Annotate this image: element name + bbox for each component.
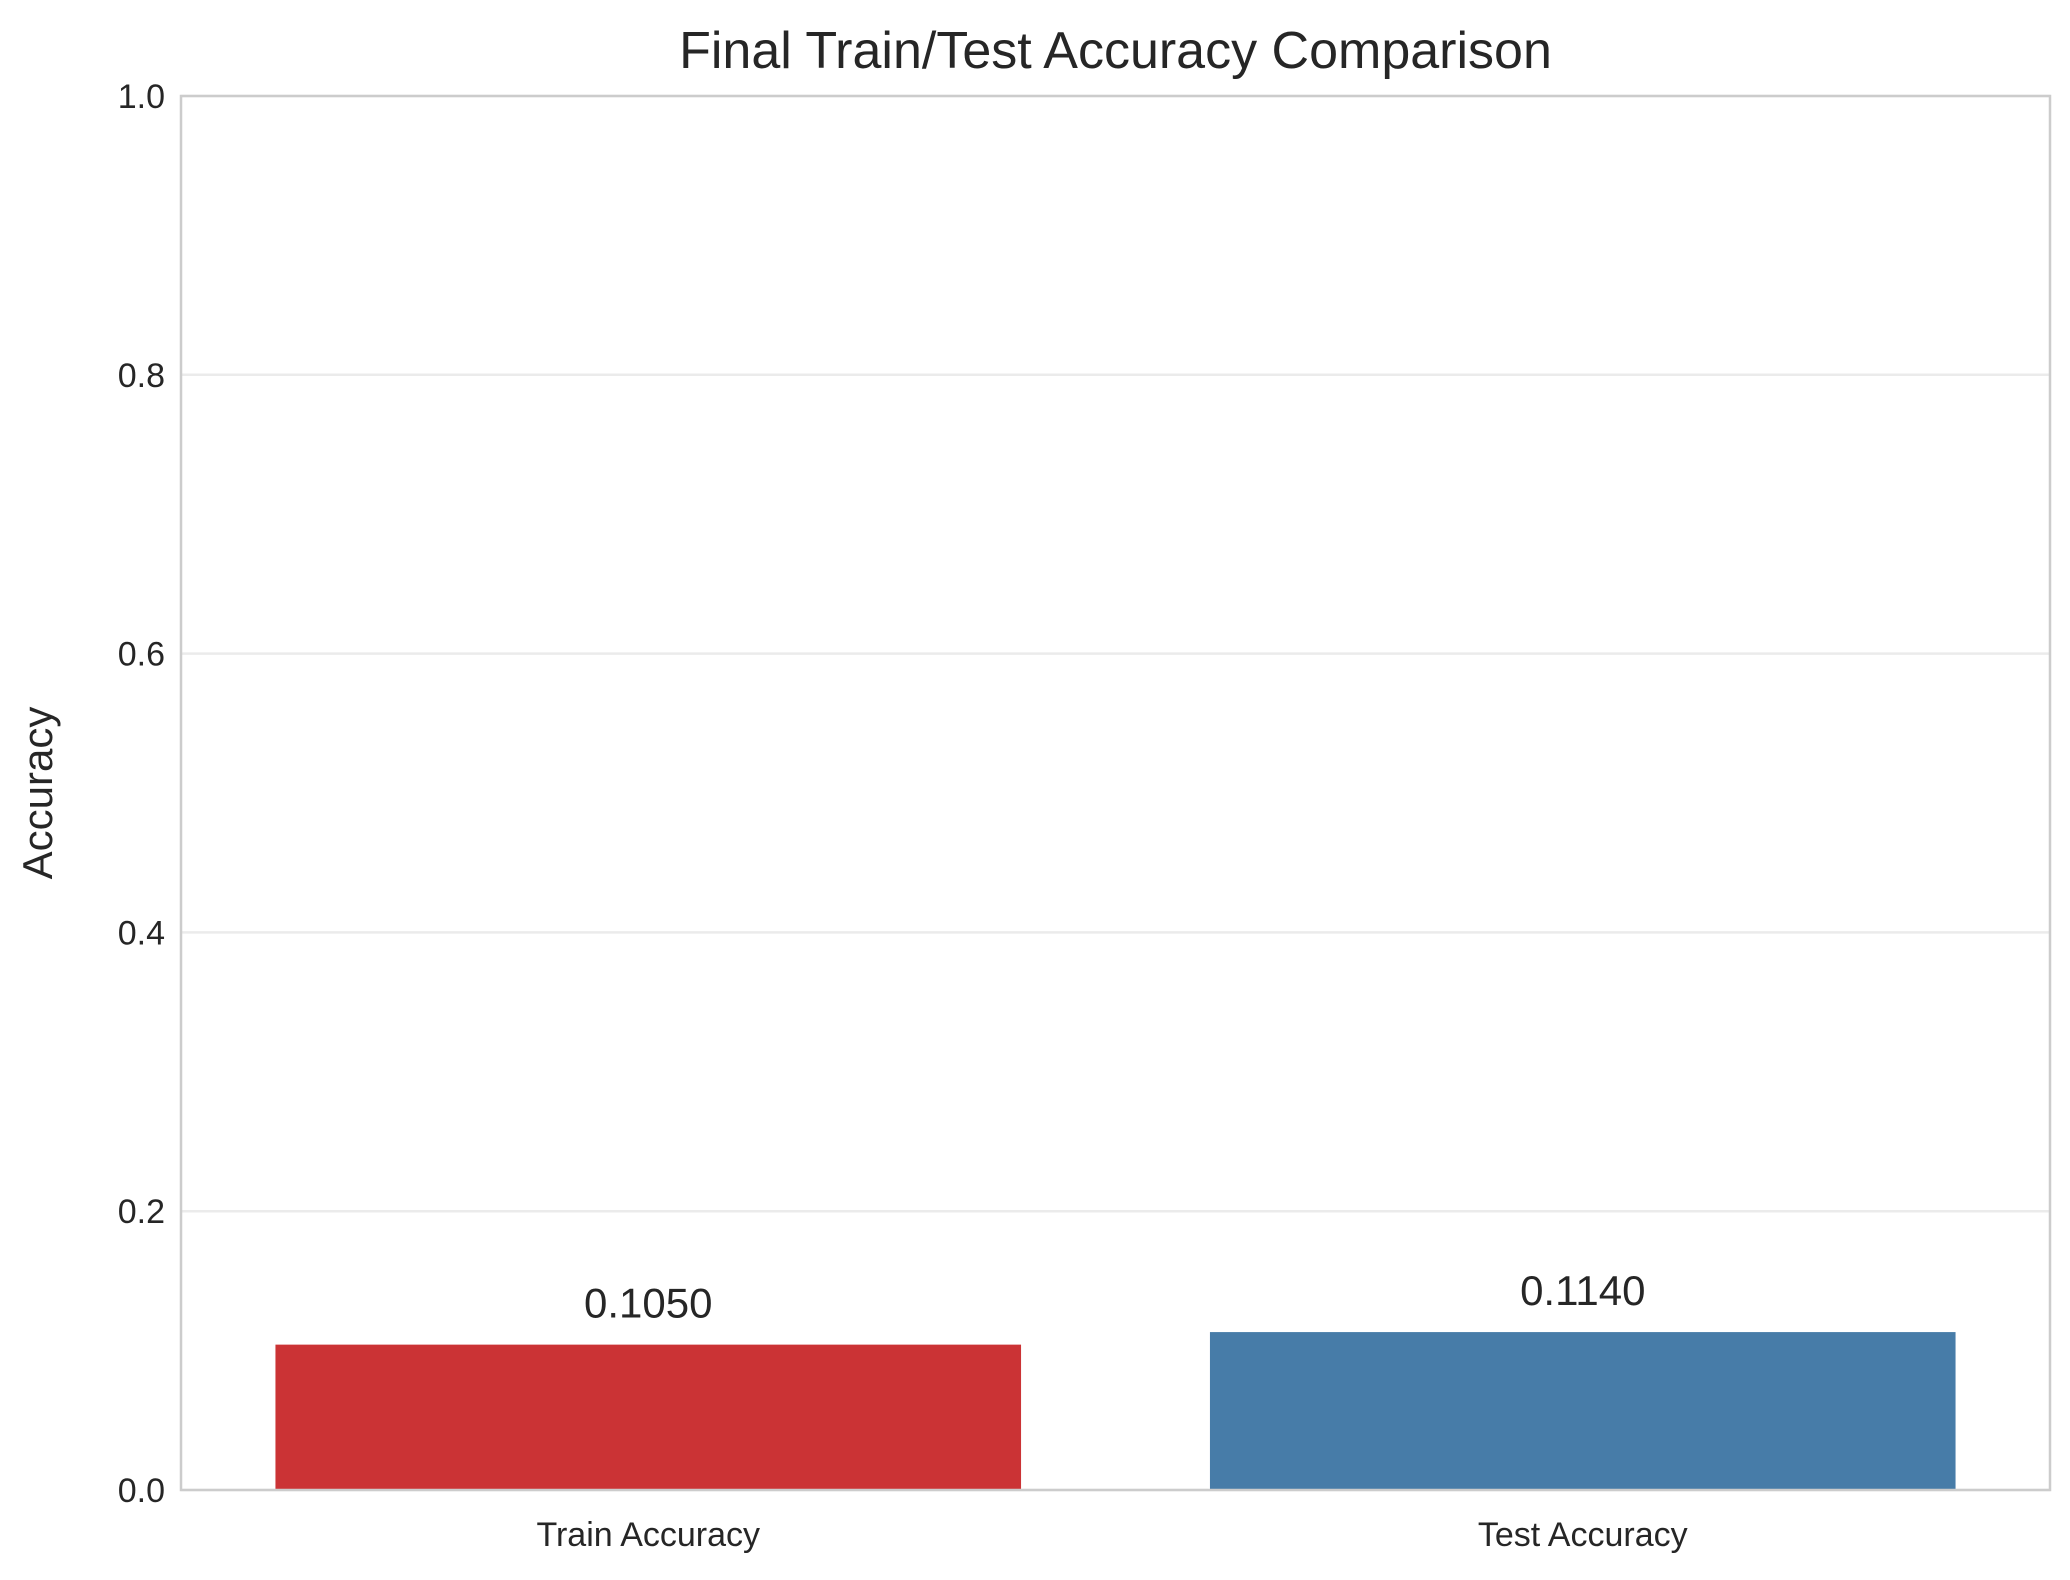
y-axis-label: Accuracy	[14, 707, 61, 880]
y-tick-label: 0.6	[118, 636, 165, 674]
y-tick-label: 0.8	[118, 357, 165, 395]
bar-test-accuracy	[1207, 1330, 1958, 1491]
bar-value-label: 0.1050	[584, 1280, 712, 1327]
y-tick-label: 0.4	[118, 914, 165, 952]
y-tick-label: 0.2	[118, 1193, 165, 1231]
x-tick-labels: Train Accuracy Test Accuracy	[536, 1516, 1687, 1554]
plot-frame	[179, 94, 2052, 1492]
y-tick-label: 0.0	[118, 1472, 165, 1510]
bar-train-accuracy	[273, 1342, 1024, 1491]
x-tick-label: Test Accuracy	[1478, 1516, 1688, 1554]
bars	[273, 1330, 1958, 1491]
y-tick-label: 1.0	[118, 78, 165, 116]
chart-title: Final Train/Test Accuracy Comparison	[679, 22, 1552, 80]
bar-value-label: 0.1140	[1520, 1267, 1645, 1314]
y-tick-labels: 0.0 0.2 0.4 0.6 0.8 1.0	[118, 78, 165, 1510]
bar-value-labels: 0.1050 0.1140	[584, 1267, 1645, 1327]
x-tick-label: Train Accuracy	[536, 1516, 760, 1554]
